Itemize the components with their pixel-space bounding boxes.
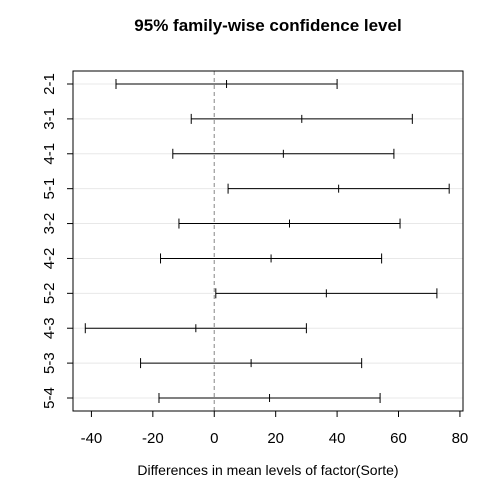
y-tick-label: 4-1 <box>41 143 58 165</box>
y-tick-label: 3-2 <box>41 213 58 235</box>
x-tick-label: 80 <box>452 430 469 447</box>
x-tick-label: 40 <box>329 430 346 447</box>
y-tick-label: 5-3 <box>41 352 58 374</box>
plot-frame <box>72 70 464 412</box>
y-tick-label: 5-2 <box>41 282 58 304</box>
y-tick-label: 5-4 <box>41 387 58 409</box>
chart-title: 95% family-wise confidence level <box>134 16 401 35</box>
x-axis-label: Differences in mean levels of factor(Sor… <box>137 462 398 478</box>
y-tick-label: 4-2 <box>41 248 58 270</box>
y-tick-label: 2-1 <box>41 73 58 95</box>
y-tick-label: 4-3 <box>41 317 58 339</box>
y-tick-label: 3-1 <box>41 108 58 130</box>
y-tick-label: 5-1 <box>41 178 58 200</box>
x-tick-label: 60 <box>390 430 407 447</box>
x-tick-label: -40 <box>81 430 103 447</box>
plot-area: 2-1 3-1 4-1 5-1 3-2 4-2 5-2 4-3 5-3 5-4 -40 -20 0 20 4… <box>41 70 469 447</box>
x-tick-label: -20 <box>142 430 164 447</box>
x-tick-label: 0 <box>210 430 218 447</box>
x-tick-label: 20 <box>267 430 284 447</box>
